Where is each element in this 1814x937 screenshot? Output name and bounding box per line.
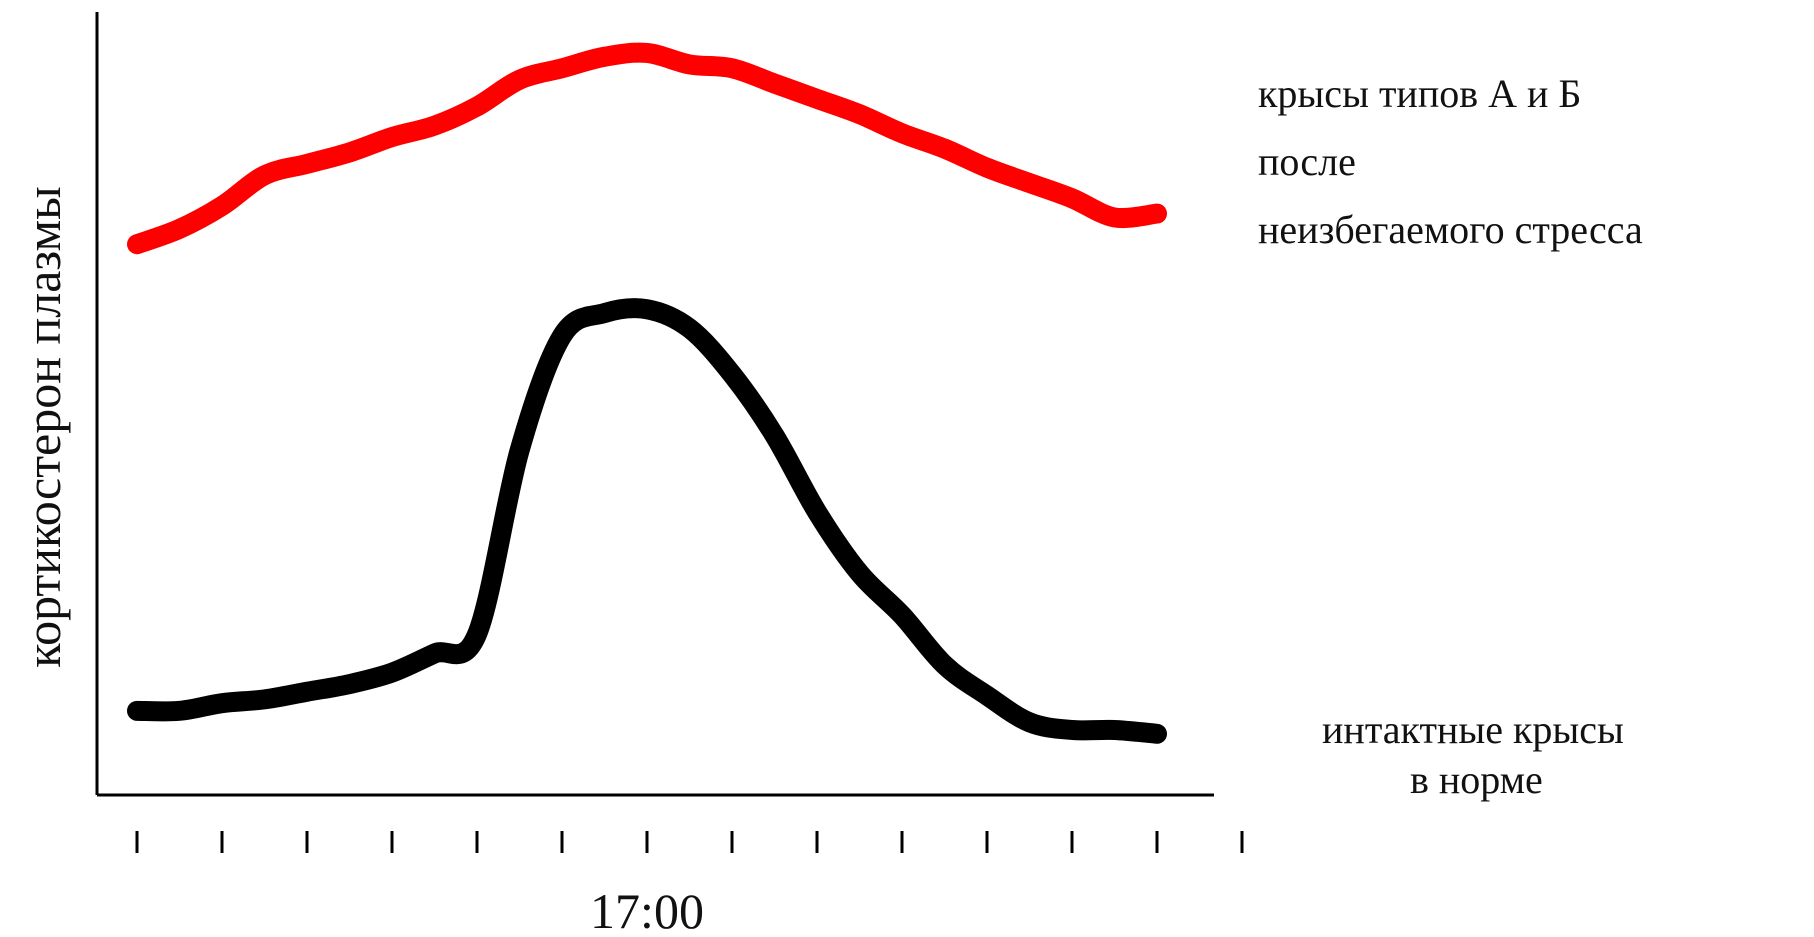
intact-series-label: интактные крысы в норме (1322, 707, 1634, 802)
series-layer (127, 42, 1167, 744)
x-axis-tick-labels: 17:00 (590, 883, 704, 937)
intact-series-line (127, 298, 1167, 744)
stressed-series-line (127, 42, 1167, 255)
x-tick-label: 17:00 (590, 883, 704, 937)
x-axis-ticks (135, 831, 1244, 853)
y-axis-label: кортикостерон плазмы (15, 186, 71, 667)
stressed-series-label: крысы типов А и Б после неизбегаемого ст… (1258, 71, 1643, 252)
